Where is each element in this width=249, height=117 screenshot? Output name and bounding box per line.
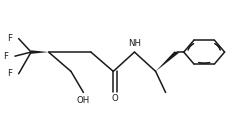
Text: F: F [7,69,12,78]
Text: F: F [7,34,12,43]
Polygon shape [31,50,49,54]
Text: O: O [111,94,118,103]
Polygon shape [156,51,179,71]
Text: NH: NH [128,39,141,48]
Text: OH: OH [77,96,90,105]
Text: F: F [3,52,8,61]
